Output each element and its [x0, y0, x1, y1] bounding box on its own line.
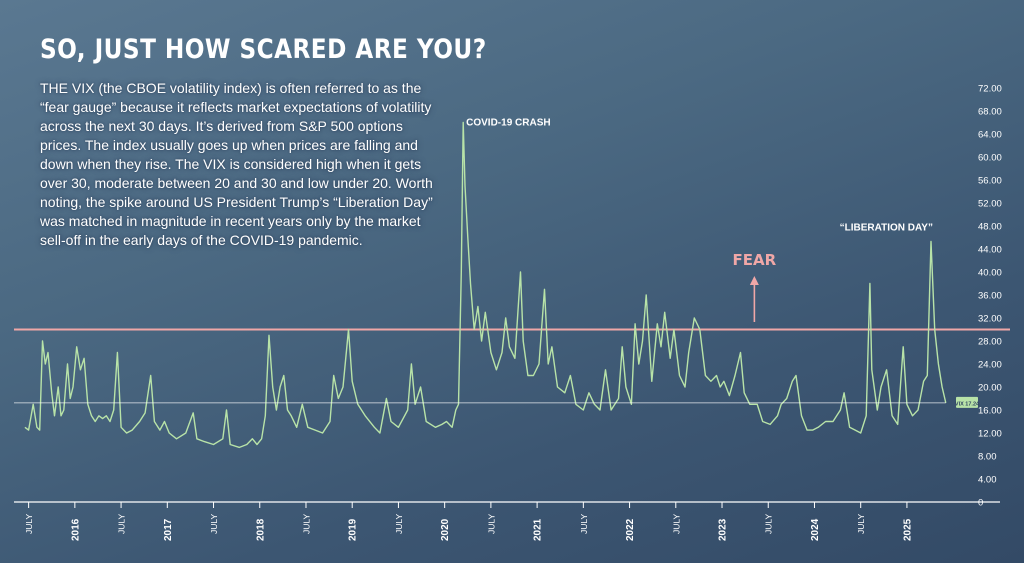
y-tick-label: 24.00	[978, 360, 1002, 371]
x-tick-label: 2019	[348, 518, 359, 541]
vix-series: VIX 17.24	[14, 121, 980, 449]
x-tick-label: 2024	[810, 518, 821, 541]
y-tick-label: 52.00	[978, 199, 1002, 210]
annotation-covid-crash: COVID-19 CRASH	[466, 118, 550, 129]
y-tick-label: 28.00	[978, 337, 1002, 348]
x-tick-label: JULY	[209, 514, 219, 534]
y-tick-label: 64.00	[978, 130, 1002, 141]
x-tick-label: 2018	[255, 518, 266, 541]
x-tick-label: 2023	[718, 518, 729, 541]
annotation-liberation-day: “LIBERATION DAY”	[840, 223, 933, 234]
x-tick-label: JULY	[764, 514, 774, 534]
x-tick-label: 2016	[70, 518, 81, 541]
y-tick-label: 40.00	[978, 268, 1002, 279]
x-tick-label: JULY	[394, 514, 404, 534]
annotations: COVID-19 CRASH “LIBERATION DAY”	[466, 118, 933, 234]
y-tick-label: 60.00	[978, 153, 1002, 164]
y-axis-labels: 0 4.00 8.00 12.00 16.00 20.00 24.00 28.00 32.00 3…	[978, 84, 1002, 509]
x-tick-label: JULY	[579, 514, 589, 534]
current-value-badge	[956, 396, 978, 408]
y-tick-label: 48.00	[978, 222, 1002, 233]
fear-arrow-icon	[749, 276, 759, 285]
x-tick-label: 2025	[902, 518, 913, 541]
x-tick-label: JULY	[24, 514, 34, 534]
x-tick-label: JULY	[856, 514, 866, 534]
x-axis: JULY 2016 JULY 2017 JULY 2018 JULY 2019 JULY 2020…	[14, 501, 1000, 541]
y-tick-label: 16.00	[978, 406, 1002, 417]
y-tick-label: 44.00	[978, 245, 1002, 256]
x-tick-label: JULY	[117, 514, 127, 534]
intro-paragraph: THE VIX (the CBOE volatility index) is o…	[40, 80, 433, 248]
y-tick-label: 20.00	[978, 383, 1002, 394]
headline: SO, JUST HOW SCARED ARE YOU?	[40, 34, 487, 65]
y-tick-label: 4.00	[978, 475, 997, 486]
y-tick-label: 56.00	[978, 176, 1002, 187]
x-tick-label: 2017	[163, 518, 174, 541]
reference-line-group: FEAR	[14, 251, 1010, 331]
x-tick-label: JULY	[486, 514, 496, 534]
y-tick-label: 68.00	[978, 107, 1002, 118]
x-tick-label: JULY	[301, 514, 311, 534]
y-tick-label: 8.00	[978, 452, 997, 463]
x-tick-label: 2022	[625, 518, 636, 541]
x-tick-label: JULY	[671, 514, 681, 534]
y-tick-label: 32.00	[978, 314, 1002, 325]
y-tick-label: 36.00	[978, 291, 1002, 302]
current-value-badge-text: VIX 17.24	[955, 401, 980, 407]
x-tick-label: 2020	[440, 518, 451, 541]
y-tick-label: 72.00	[978, 84, 1002, 95]
y-tick-label: 12.00	[978, 429, 1002, 440]
x-tick-label: 2021	[533, 518, 544, 541]
y-tick-label: 0	[978, 498, 983, 509]
fear-label: FEAR	[733, 251, 777, 269]
vix-line	[24, 121, 947, 449]
